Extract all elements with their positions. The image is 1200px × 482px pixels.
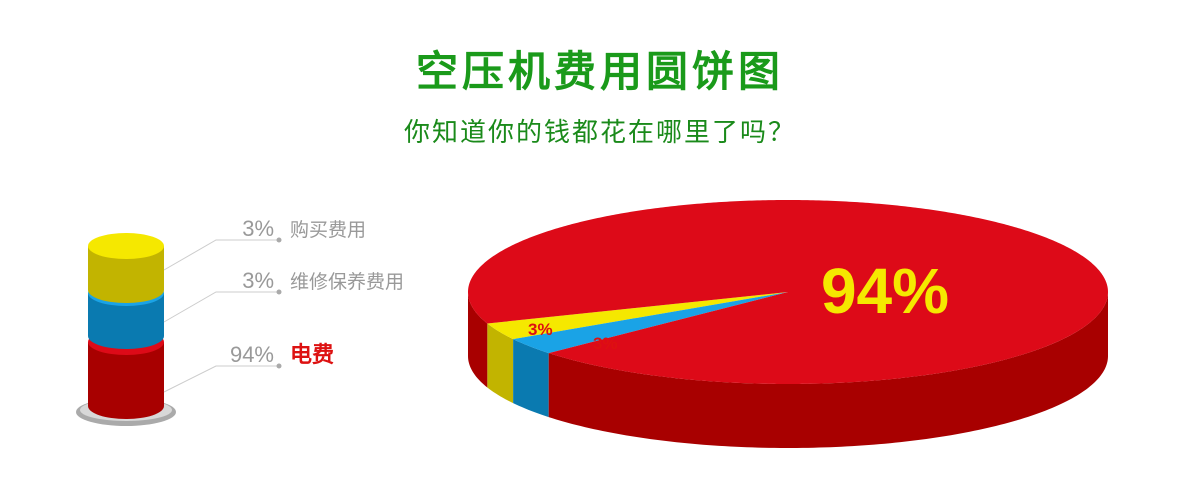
cylinder-band-2 <box>88 342 164 419</box>
leader-dot-2 <box>276 363 282 369</box>
pie-slice-1 <box>513 292 788 354</box>
legend-label-0: 购买费用 <box>290 219 366 241</box>
slice-label-1: 3% <box>593 334 618 353</box>
pie-side-1 <box>513 339 549 418</box>
pie-side-2 <box>468 292 488 388</box>
slice-label-0: 3% <box>528 320 553 339</box>
pie-side-0 <box>487 323 514 404</box>
pie-slice-0 <box>487 292 788 340</box>
pie-slice-2 <box>468 200 1108 384</box>
slice-label-2: 94% <box>821 255 949 327</box>
leader-line-1 <box>163 291 278 323</box>
legend-label-2: 电费 <box>290 343 334 368</box>
leader-dot-0 <box>276 237 282 243</box>
legend-label-1: 维修保养费用 <box>290 271 404 293</box>
leader-line-2 <box>163 365 278 393</box>
pie-side-2 <box>548 292 1108 448</box>
legend-value-2: 94% <box>230 342 274 367</box>
legend-value-1: 3% <box>242 268 274 293</box>
legend-value-0: 3% <box>242 216 274 241</box>
leader-dot-1 <box>276 289 282 295</box>
leader-line-0 <box>163 239 278 271</box>
chart-title: 空压机费用圆饼图 <box>415 47 784 96</box>
cylinder-top-0 <box>88 233 164 259</box>
chart-subtitle: 你知道你的钱都花在哪里了吗？ <box>403 118 796 148</box>
cylinder-band-1 <box>88 293 164 349</box>
cylinder-band-0 <box>88 246 164 303</box>
